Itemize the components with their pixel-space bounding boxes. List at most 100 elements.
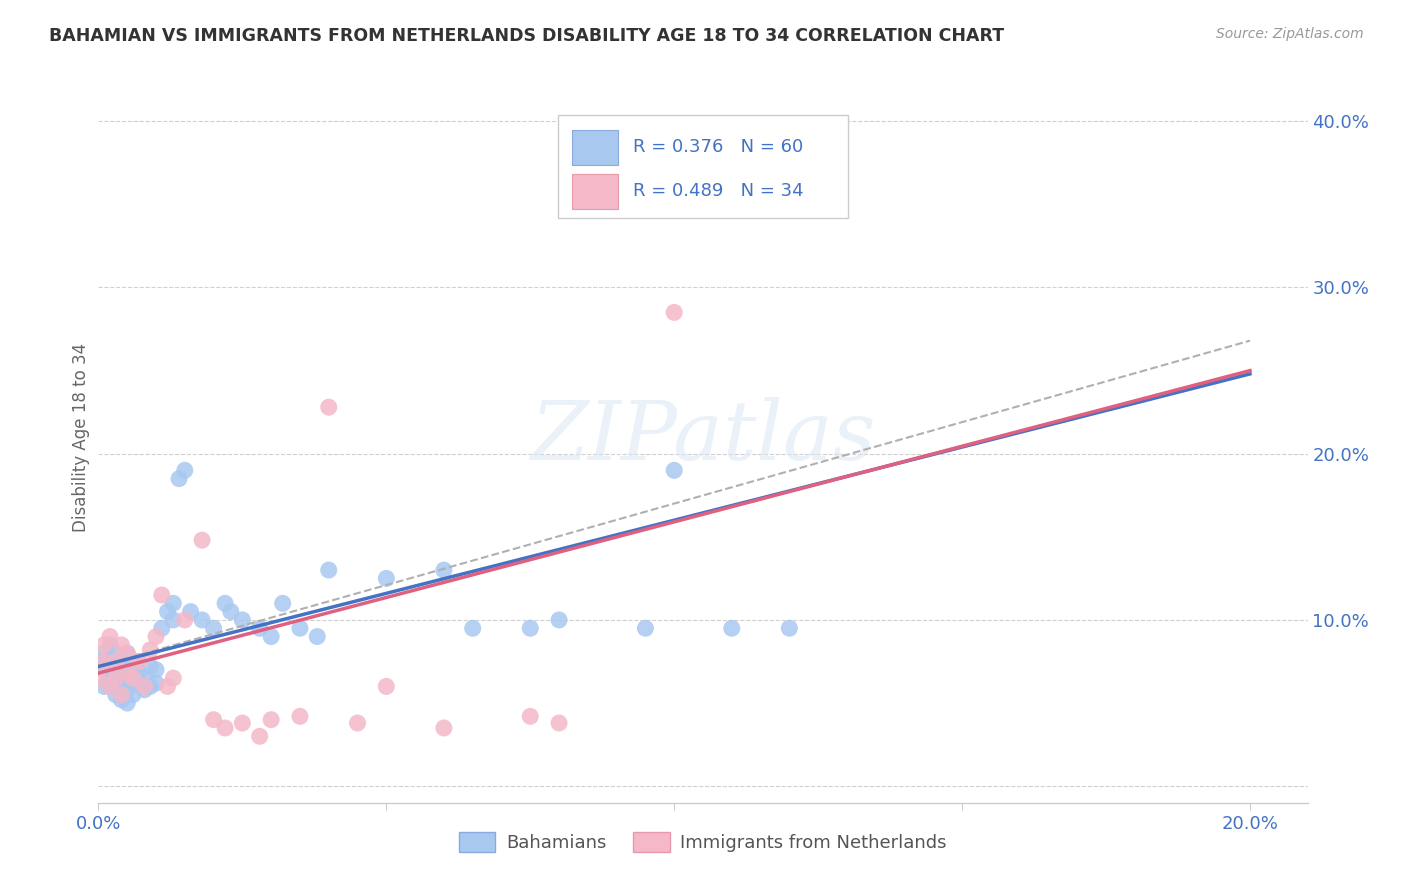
Point [128, 666, 150, 681]
Point [104, 688, 127, 702]
Point [214, 596, 236, 610]
Point [115, 682, 138, 697]
Point [375, 680, 398, 694]
Point [219, 605, 242, 619]
Point [87, 671, 110, 685]
Point [87, 655, 110, 669]
Point [115, 666, 138, 681]
Point [375, 571, 398, 585]
Point [98, 638, 121, 652]
Point [134, 680, 156, 694]
Point [288, 621, 311, 635]
Point [104, 680, 127, 694]
Point [346, 716, 368, 731]
Point [104, 663, 127, 677]
Point [115, 646, 138, 660]
Point [110, 655, 132, 669]
Point [231, 716, 253, 731]
Point [150, 588, 173, 602]
Point [145, 630, 167, 644]
Point [548, 716, 571, 731]
Point [145, 663, 167, 677]
Point [202, 621, 225, 635]
Point [433, 721, 456, 735]
Point [260, 713, 283, 727]
Point [664, 463, 686, 477]
Point [249, 621, 271, 635]
Point [93, 663, 115, 677]
Point [128, 655, 150, 669]
Point [288, 709, 311, 723]
Point [98, 680, 121, 694]
Text: BAHAMIAN VS IMMIGRANTS FROM NETHERLANDS DISABILITY AGE 18 TO 34 CORRELATION CHAR: BAHAMIAN VS IMMIGRANTS FROM NETHERLANDS … [49, 27, 1004, 45]
Point [156, 605, 179, 619]
Point [150, 621, 173, 635]
Point [115, 696, 138, 710]
Point [104, 671, 127, 685]
Point [318, 400, 340, 414]
Legend: Bahamians, Immigrants from Netherlands: Bahamians, Immigrants from Netherlands [451, 824, 955, 860]
Y-axis label: Disability Age 18 to 34: Disability Age 18 to 34 [72, 343, 90, 532]
Point [720, 621, 742, 635]
Point [162, 596, 184, 610]
Point [145, 676, 167, 690]
Point [271, 596, 294, 610]
Point [115, 646, 138, 660]
Point [98, 680, 121, 694]
Point [461, 621, 484, 635]
Point [167, 472, 190, 486]
Point [115, 663, 138, 677]
Point [778, 621, 800, 635]
Point [173, 613, 195, 627]
Point [110, 688, 132, 702]
Point [634, 621, 657, 635]
Point [139, 680, 162, 694]
Point [202, 713, 225, 727]
Point [260, 630, 283, 644]
Point [98, 671, 121, 685]
Point [110, 682, 132, 697]
Point [134, 682, 156, 697]
FancyBboxPatch shape [558, 115, 848, 218]
Point [122, 671, 145, 685]
Point [128, 655, 150, 669]
Point [104, 655, 127, 669]
Text: R = 0.489   N = 34: R = 0.489 N = 34 [633, 182, 803, 201]
FancyBboxPatch shape [572, 174, 619, 209]
Text: ZIPatlas: ZIPatlas [530, 397, 876, 477]
Point [139, 643, 162, 657]
Point [231, 613, 253, 627]
Point [664, 305, 686, 319]
Point [122, 676, 145, 690]
Point [548, 613, 571, 627]
Point [134, 671, 156, 685]
Point [307, 630, 329, 644]
Point [156, 680, 179, 694]
Point [318, 563, 340, 577]
Point [110, 692, 132, 706]
FancyBboxPatch shape [572, 130, 619, 165]
Point [433, 563, 456, 577]
Point [93, 680, 115, 694]
Point [98, 655, 121, 669]
Point [519, 621, 541, 635]
Text: Source: ZipAtlas.com: Source: ZipAtlas.com [1216, 27, 1364, 41]
Point [98, 630, 121, 644]
Point [162, 613, 184, 627]
Point [191, 613, 214, 627]
Point [122, 688, 145, 702]
Point [139, 659, 162, 673]
Point [180, 605, 202, 619]
Point [122, 663, 145, 677]
Point [519, 709, 541, 723]
Point [191, 533, 214, 548]
Point [110, 638, 132, 652]
Point [249, 729, 271, 743]
Point [93, 655, 115, 669]
Point [173, 463, 195, 477]
Point [807, 197, 830, 211]
Point [93, 646, 115, 660]
Point [115, 671, 138, 685]
Point [93, 638, 115, 652]
Point [110, 671, 132, 685]
